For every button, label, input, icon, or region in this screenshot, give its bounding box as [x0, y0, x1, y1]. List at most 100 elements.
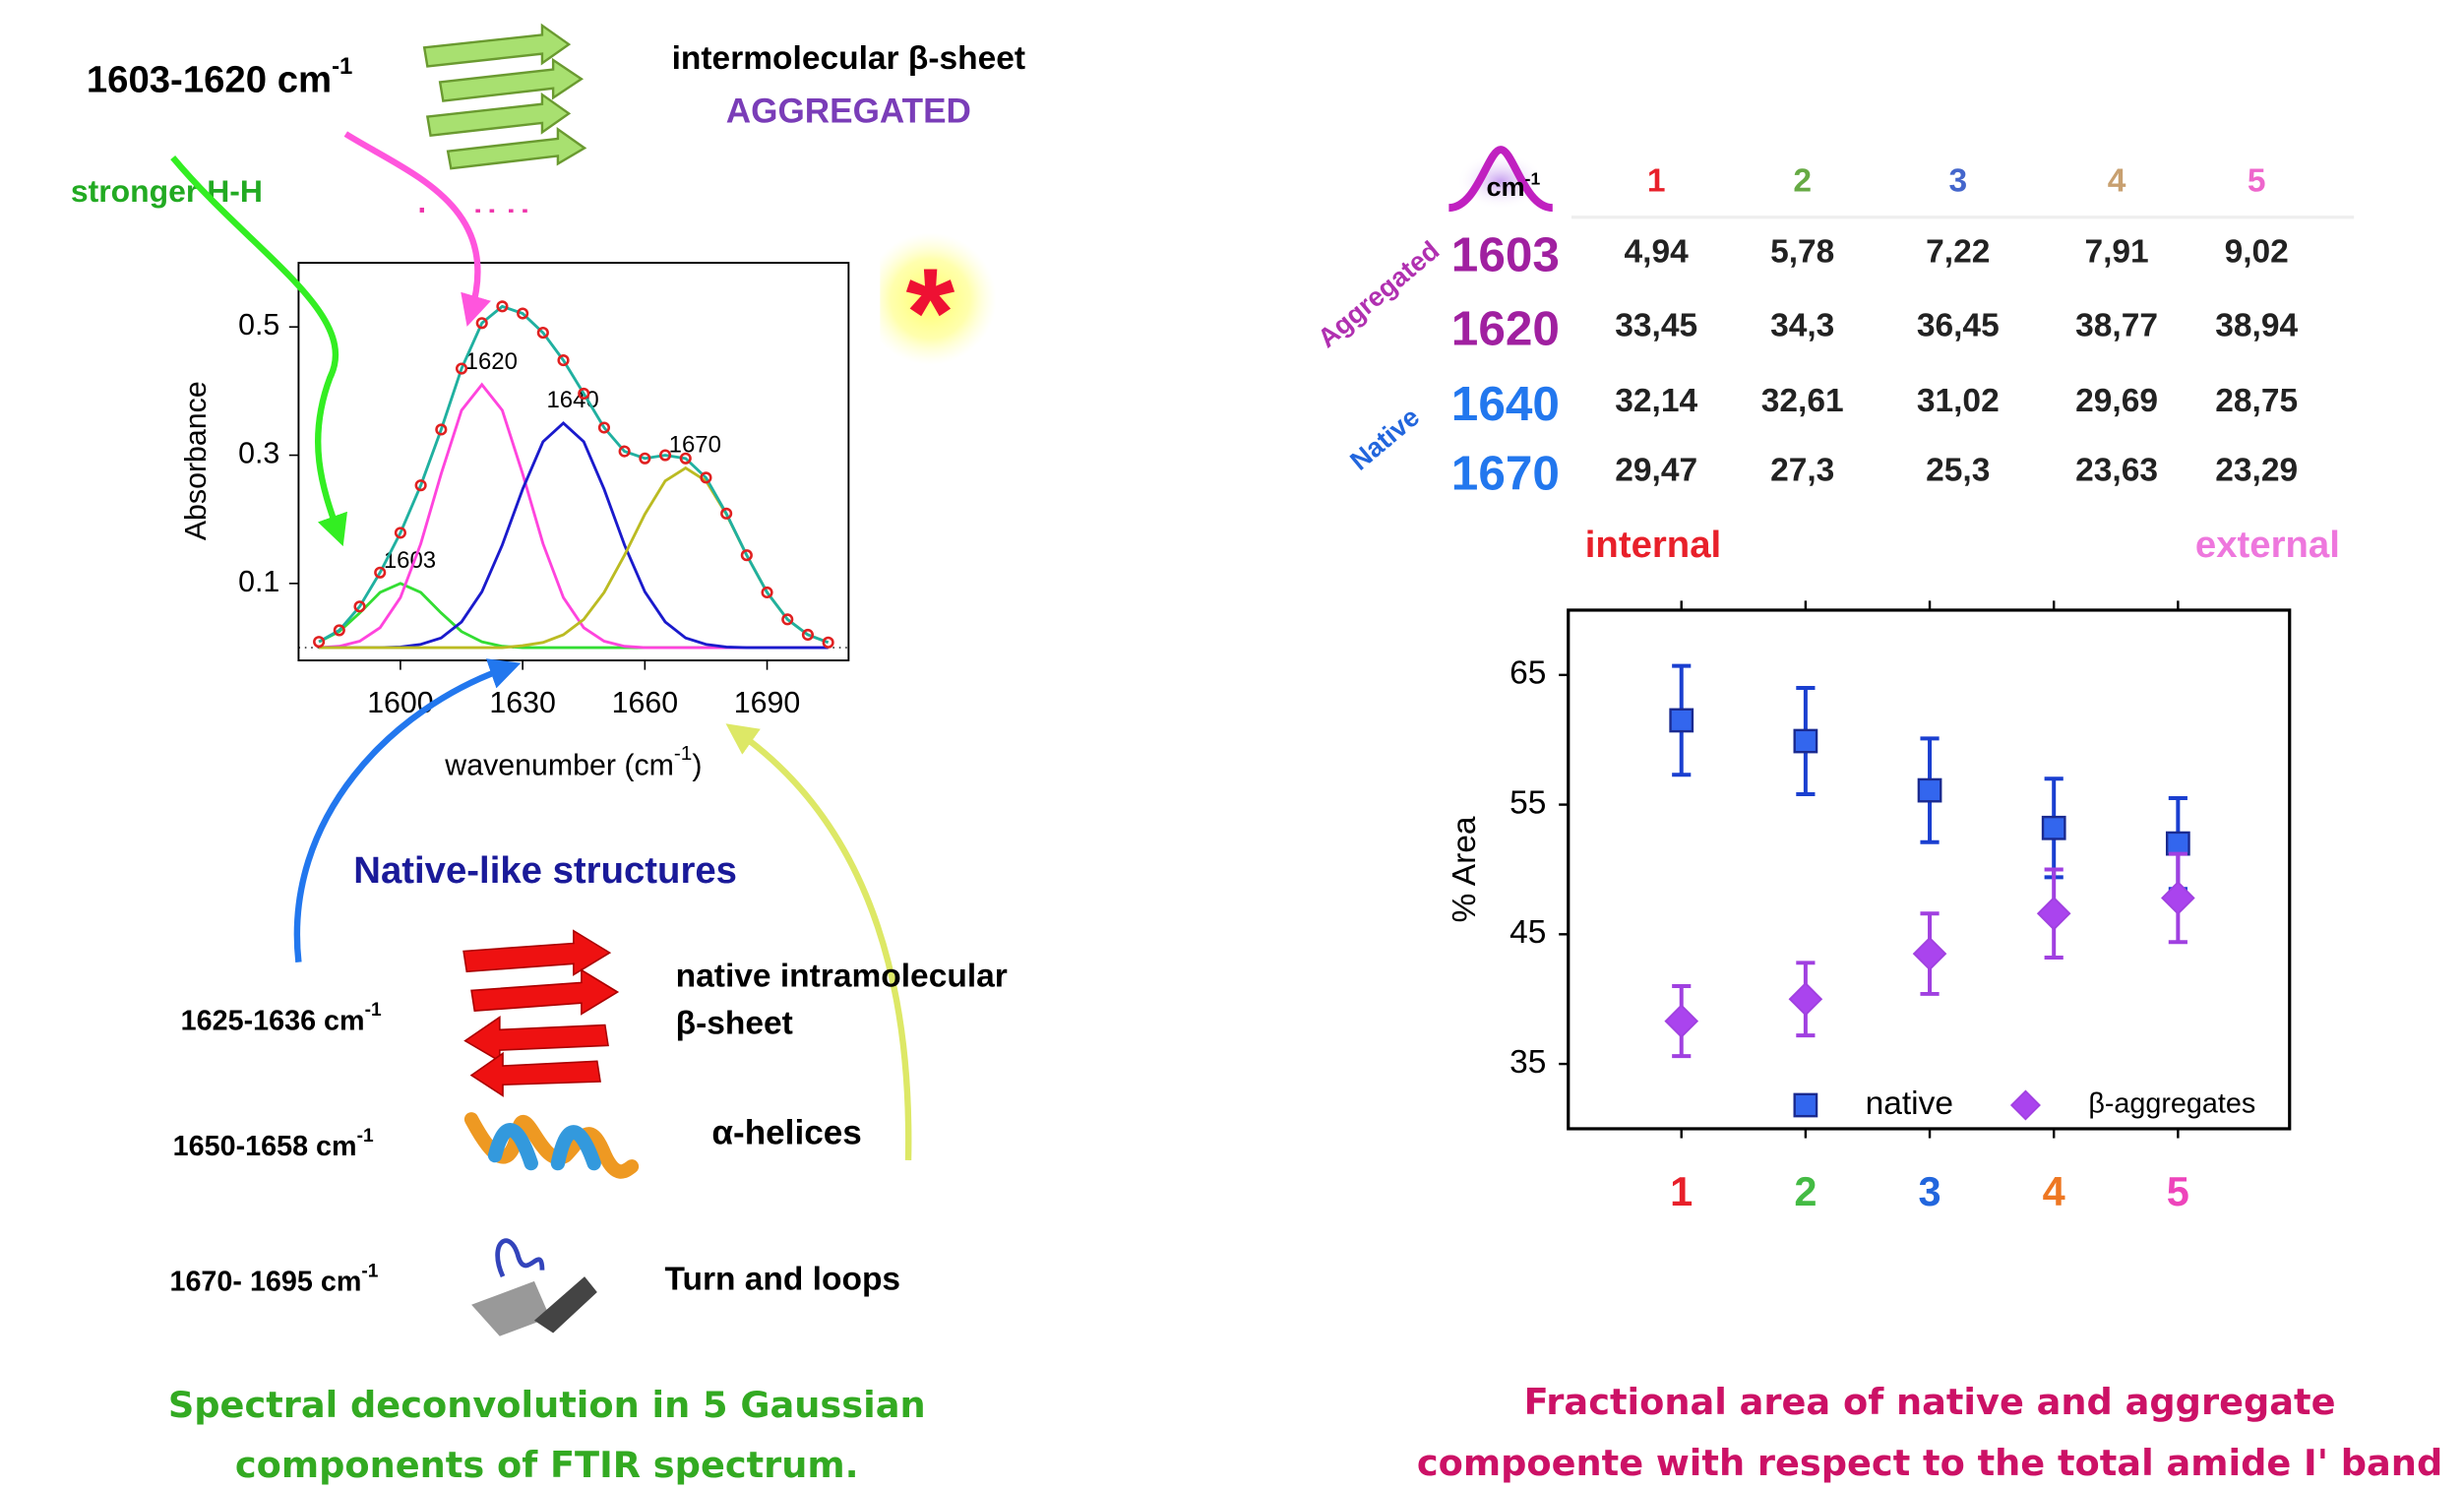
y-tick-label: 35 — [1509, 1044, 1546, 1081]
x-tick-label: 4 — [2043, 1168, 2065, 1214]
legend-label: β-aggregates — [2088, 1088, 2255, 1120]
spectrum-chart: 1600 1630 1660 1690 0.1 0.3 0.5 wavenumber (cm-… — [180, 212, 881, 786]
table: 1 2 3 4 5 1603 4,94 5,78 7,22 7,91 9,02 1620 33,45 34… — [1312, 162, 2340, 566]
table-cell: 38,94 — [2215, 307, 2298, 343]
data-point — [313, 636, 326, 649]
row-label: 1640 — [1451, 377, 1560, 431]
table-cell: 7,22 — [1926, 233, 1990, 270]
data-point — [658, 449, 672, 462]
y-axis-label: % Area — [1447, 816, 1483, 922]
data-point — [455, 362, 468, 375]
aggregated-label: AGGREGATED — [726, 93, 971, 131]
peak-label: 1670 — [669, 432, 721, 459]
column-header: 5 — [2248, 162, 2266, 199]
arrow — [293, 658, 522, 963]
table-cell: 28,75 — [2215, 383, 2298, 419]
x-tick-label: 2 — [1794, 1168, 1817, 1214]
x-axis-label-part: ) — [692, 750, 702, 782]
item-label: α-helices — [711, 1114, 861, 1152]
data-point — [557, 354, 570, 367]
column-header: 3 — [1948, 162, 1967, 199]
stronger-label: stronger H-H — [71, 173, 263, 209]
caption: Fractional area of native and aggregate — [1524, 1381, 2336, 1423]
data-point — [333, 624, 345, 637]
data-point — [1912, 936, 1947, 971]
data-point — [517, 307, 529, 320]
table-cell: 23,63 — [2075, 452, 2158, 488]
intermolecular-label: intermolecular β-sheet — [672, 40, 1025, 77]
x-tick-label: 1 — [1670, 1168, 1693, 1214]
data-point — [536, 327, 549, 340]
legend-label: native — [1866, 1086, 1953, 1122]
y-tick-label: 0.5 — [238, 309, 279, 341]
item-label: native intramolecular — [676, 959, 1008, 995]
data-point — [1917, 777, 1942, 803]
row-label: 1620 — [1451, 301, 1560, 355]
data-point — [618, 445, 631, 458]
plot-frame — [1567, 608, 2292, 1131]
item-label: β-sheet — [676, 1005, 793, 1041]
arrow — [170, 155, 348, 547]
table-cell: 31,02 — [1917, 383, 2000, 419]
table-cell: 29,47 — [1615, 452, 1697, 488]
external-label: external — [2195, 524, 2340, 566]
data-point — [578, 387, 590, 401]
x-tick-label: 1600 — [367, 687, 433, 719]
data-point — [353, 600, 366, 613]
x-tick-label: 5 — [2167, 1168, 2189, 1214]
x-tick-label: 1660 — [612, 687, 678, 719]
helix-icon — [463, 1112, 640, 1179]
x-axis-label-part: wavenumber (cm — [444, 750, 674, 782]
range-label: 1603-1620 cm-1 — [87, 53, 353, 100]
data-point — [639, 452, 651, 465]
table-cell: 36,45 — [1917, 307, 2000, 343]
data-point — [394, 527, 406, 539]
data-point — [700, 471, 712, 484]
data-point — [1669, 708, 1694, 733]
y-tick-label: 55 — [1509, 784, 1546, 821]
x-tick-label: 1630 — [489, 687, 555, 719]
peak-label: 1640 — [546, 387, 598, 413]
y-tick-label: 65 — [1509, 655, 1546, 692]
table-cell: 5,78 — [1770, 233, 1834, 270]
y-tick-label: 45 — [1509, 914, 1546, 951]
peak-label: 1620 — [465, 348, 518, 375]
data-point — [740, 549, 753, 562]
y-tick-label: 0.1 — [238, 566, 279, 598]
table-cell: 23,29 — [2215, 452, 2298, 488]
row-label: 1603 — [1451, 227, 1560, 281]
caption: components of FTIR spectrum. — [235, 1444, 859, 1486]
loops-icon — [471, 1238, 597, 1336]
data-point — [679, 452, 692, 465]
x-axis-label: wavenumber (cm-1) — [444, 742, 702, 781]
y-tick-label: 0.3 — [238, 438, 279, 470]
column-header: 1 — [1647, 162, 1666, 199]
caption: compoente with respect to the total amid… — [1417, 1442, 2442, 1484]
asterisk: * — [906, 242, 955, 383]
table-cell: 34,3 — [1770, 307, 1834, 343]
group-label: Aggregated — [1312, 234, 1445, 353]
data-point — [2041, 815, 2066, 840]
native-sheet-icon — [462, 929, 620, 1097]
y-axis-label: Absorbance — [180, 381, 213, 540]
data-point — [720, 507, 733, 520]
data-point — [2036, 896, 2071, 931]
table-cell: 33,45 — [1615, 307, 1697, 343]
internal-label: internal — [1585, 524, 1721, 566]
data-point — [781, 613, 794, 626]
data-point — [374, 566, 387, 579]
series-line — [318, 304, 830, 645]
table-unit: cm-1 — [1486, 168, 1540, 202]
table-cell: 32,61 — [1761, 383, 1844, 419]
data-point — [1788, 981, 1823, 1017]
aggregated-sheet-icon — [422, 23, 587, 170]
caption: Spectral deconvolution in 5 Gaussian — [168, 1384, 926, 1426]
item-range: 1670- 1695 cm-1 — [169, 1261, 378, 1297]
data-point — [414, 479, 427, 492]
table-cell: 25,3 — [1926, 452, 1990, 488]
gaussian-glow — [1456, 153, 1545, 210]
item-label: Turn and loops — [665, 1262, 901, 1298]
table-cell: 29,69 — [2075, 383, 2158, 419]
